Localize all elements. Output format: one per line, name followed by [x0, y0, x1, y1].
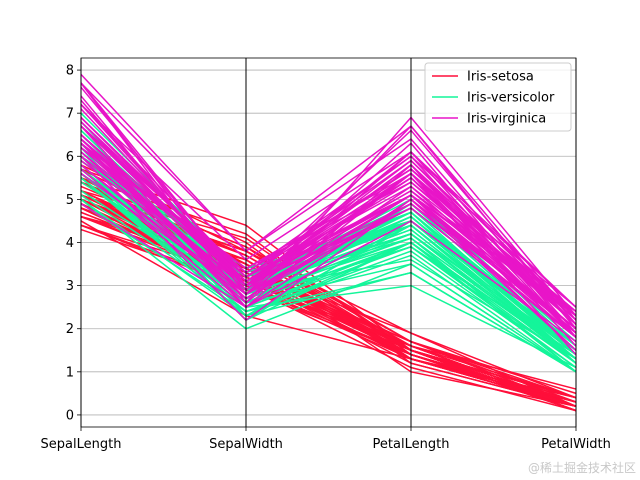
data-line-iris-versicolor: [80, 194, 577, 369]
legend: Iris-setosa Iris-versicolor Iris-virginica: [424, 62, 572, 132]
data-line-iris-versicolor: [80, 177, 577, 373]
data-line-iris-virginica: [80, 125, 577, 308]
grid-lines: [81, 69, 576, 416]
data-line-iris-virginica: [80, 147, 577, 317]
y-tick-label: 7: [66, 107, 74, 122]
data-line-iris-virginica: [80, 155, 577, 351]
legend-label: Iris-versicolor: [467, 91, 555, 106]
x-tick-label: PetalWidth: [541, 437, 611, 452]
data-line-iris-versicolor: [80, 177, 577, 360]
data-line-iris-virginica: [80, 82, 577, 330]
x-tick-label: PetalLength: [373, 437, 450, 452]
data-line-iris-versicolor: [80, 198, 577, 373]
y-tick-label: 0: [66, 408, 74, 423]
legend-label: Iris-virginica: [467, 112, 546, 127]
x-tick-label: SepalWidth: [209, 437, 283, 452]
y-tick-label: 5: [66, 193, 74, 208]
y-tick-label: 4: [66, 236, 74, 251]
y-tick-label: 3: [66, 279, 74, 294]
data-line-iris-virginica: [80, 203, 577, 343]
legend-box: [424, 62, 572, 132]
y-tick-label: 6: [66, 150, 74, 165]
data-line-iris-virginica: [80, 125, 577, 313]
y-ticks: 0 1 2 3 4 5 6 7 8: [66, 64, 81, 423]
y-tick-label: 8: [66, 64, 74, 79]
legend-label: Iris-setosa: [467, 70, 534, 85]
data-line-iris-virginica: [80, 138, 577, 321]
data-line-iris-virginica: [80, 104, 577, 308]
data-line-iris-virginica: [80, 134, 577, 330]
x-ticks: SepalLength SepalWidth PetalLength PetalWid…: [41, 427, 611, 452]
data-lines: [80, 73, 577, 412]
data-line-iris-virginica: [80, 164, 577, 334]
data-line-iris-virginica: [80, 159, 577, 338]
y-tick-label: 1: [66, 365, 74, 380]
y-tick-label: 2: [66, 322, 74, 337]
watermark: @稀土掘金技术社区: [528, 460, 636, 475]
data-line-iris-virginica: [80, 82, 577, 321]
x-tick-label: SepalLength: [41, 437, 122, 452]
